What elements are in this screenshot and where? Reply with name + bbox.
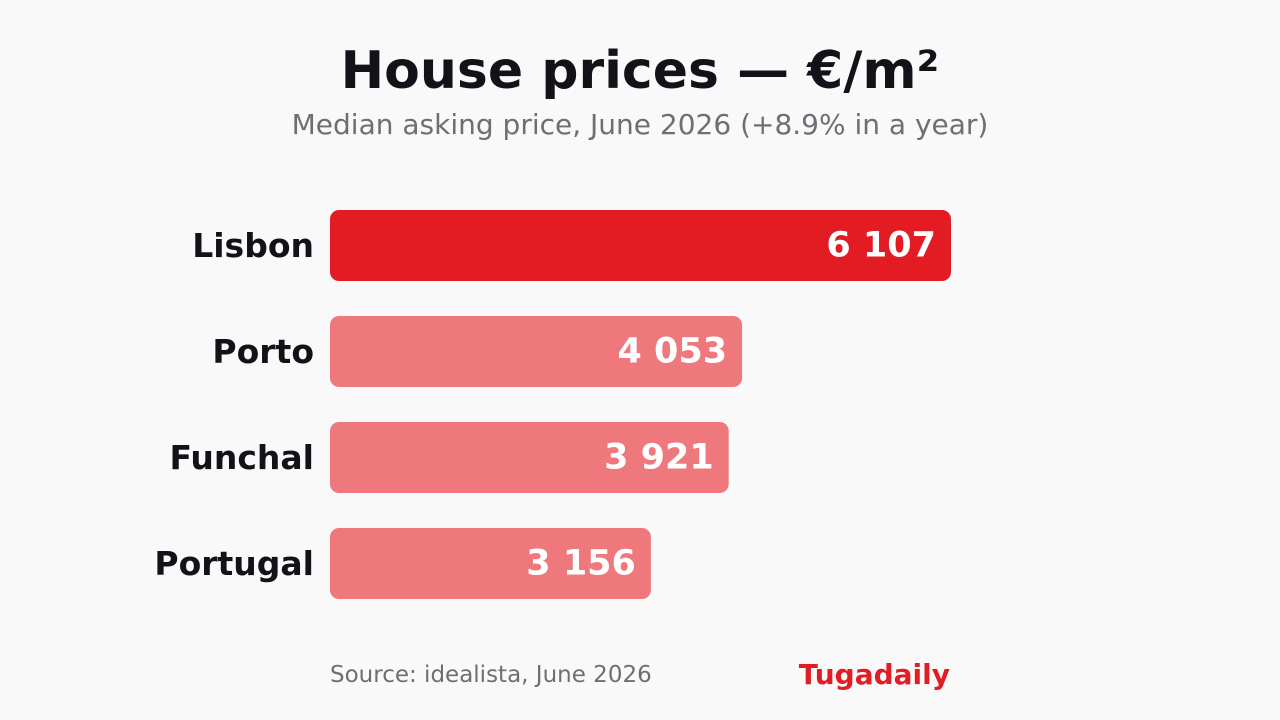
category-label: Lisbon [192,226,314,265]
bar-group: Funchal 3 921 [169,422,729,493]
value-label: 6 107 [826,226,936,266]
category-label: Portugal [154,544,314,583]
chart-subtitle: Median asking price, June 2026 (+8.9% in… [291,108,989,141]
category-label: Funchal [169,438,314,477]
chart-title: House prices — €/m² [340,41,940,101]
bar [330,210,951,281]
brand-logo: Tugadaily [798,658,950,691]
bar-group: Portugal 3 156 [154,528,651,599]
value-label: 3 921 [604,438,714,478]
bar [330,528,651,599]
bar-group: Lisbon 6 107 [192,210,951,281]
bar [330,316,743,387]
value-label: 4 053 [617,332,727,372]
category-label: Porto [212,332,314,371]
bar [330,422,729,493]
value-label: 3 156 [526,544,636,584]
bar-group: Porto 4 053 [212,316,743,387]
source-note: Source: idealista, June 2026 [330,662,652,688]
